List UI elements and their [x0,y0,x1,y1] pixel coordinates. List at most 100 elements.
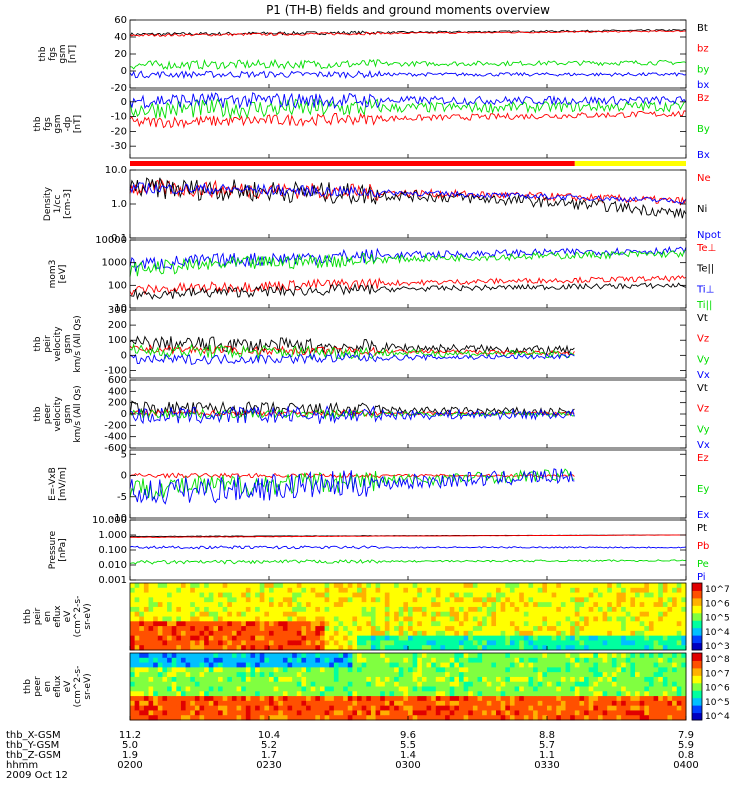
heatmap-cell [199,630,205,637]
heatmap-cell [370,700,377,707]
heatmap-cell [143,621,150,627]
heatmap-cell [213,696,219,702]
heatmap-cell [199,653,205,659]
heatmap-cell [463,667,469,673]
heatmap-cell [662,662,668,668]
legend-label: Vz [697,334,709,345]
heatmap-cell [468,587,474,594]
heatmap-cell [514,597,520,603]
heatmap-cell [287,583,293,589]
heatmap-cell [134,635,140,641]
heatmap-cell [454,667,460,673]
heatmap-cell [417,653,423,659]
heatmap-cell [560,606,567,613]
heatmap-cell [449,715,455,721]
heatmap-cell [616,657,622,664]
heatmap-cell [301,630,307,637]
heatmap-cell [681,672,687,678]
heatmap-cell [310,676,316,683]
heatmap-cell [667,621,673,627]
heatmap-cell [139,700,145,707]
heatmap-cell [547,640,553,646]
heatmap-cell [648,597,655,603]
heatmap-cell [644,676,650,683]
heatmap-cell [542,611,548,617]
heatmap-cell [250,635,256,641]
heatmap-cell [644,715,650,721]
y-tick-label: 0 [121,350,127,361]
heatmap-cell [162,657,168,664]
heatmap-cell [584,705,590,711]
heatmap-cell [384,715,390,721]
heatmap-cell [551,630,557,637]
legend-label: Vx [697,370,710,381]
heatmap-cell [463,616,469,622]
heatmap-cell [139,715,145,721]
heatmap-cell [148,597,154,603]
heatmap-cell [148,653,154,659]
heatmap-cell [662,616,668,622]
x-axis-tick-value: 0330 [534,760,559,771]
heatmap-cell [130,611,136,617]
heatmap-cell [547,626,553,632]
heatmap-cell [384,587,390,594]
heatmap-cell [259,611,265,617]
heatmap-cell [143,676,150,683]
heatmap-cell [176,696,182,702]
heatmap-cell [338,602,344,608]
heatmap-cell [593,583,599,589]
heatmap-cell [273,645,279,651]
heatmap-cell [500,696,506,702]
heatmap-cell [463,583,469,589]
heatmap-cell [458,645,465,651]
heatmap-cell [171,630,177,637]
heatmap-cell [352,657,358,664]
heatmap-cell [213,657,219,664]
heatmap-cell [667,696,673,702]
heatmap-cell [468,583,474,589]
heatmap-cell [639,606,645,613]
heatmap-cell [157,657,163,664]
heatmap-cell [296,606,302,613]
heatmap-cell [496,710,502,716]
heatmap-cell [171,597,177,603]
heatmap-cell [199,700,205,707]
heatmap-cell [208,657,214,664]
heatmap-cell [222,676,228,683]
heatmap-cell [306,681,312,687]
heatmap-cell [343,667,349,673]
heatmap-cell [421,672,428,678]
heatmap-cell [333,616,339,622]
heatmap-cell [157,710,163,716]
heatmap-cell [143,611,150,617]
heatmap-cell [486,653,492,659]
heatmap-cell [528,715,534,721]
heatmap-cell [519,700,525,707]
heatmap-cell [597,587,604,594]
heatmap-cell [667,686,673,692]
heatmap-cell [185,686,191,692]
heatmap-cell [431,696,437,702]
heatmap-cell [269,667,275,673]
heatmap-cell [394,597,400,603]
heatmap-cell [347,681,353,687]
heatmap-cell [315,626,321,632]
heatmap-cell [672,621,678,627]
heatmap-cell [565,592,571,598]
heatmap-cell [593,587,599,594]
heatmap-cell [352,667,358,673]
heatmap-cell [394,686,400,692]
heatmap-cell [482,621,488,627]
heatmap-cell [208,602,214,608]
heatmap-cell [292,705,298,711]
heatmap-cell [639,602,645,608]
heatmap-cell [190,672,196,678]
heatmap-cell [458,667,465,673]
heatmap-cell [607,672,613,678]
heatmap-cell [310,606,316,613]
heatmap-cell [588,645,594,651]
heatmap-cell [403,700,409,707]
heatmap-cell [611,715,617,721]
heatmap-cell [241,616,247,622]
heatmap-cell [556,592,562,598]
